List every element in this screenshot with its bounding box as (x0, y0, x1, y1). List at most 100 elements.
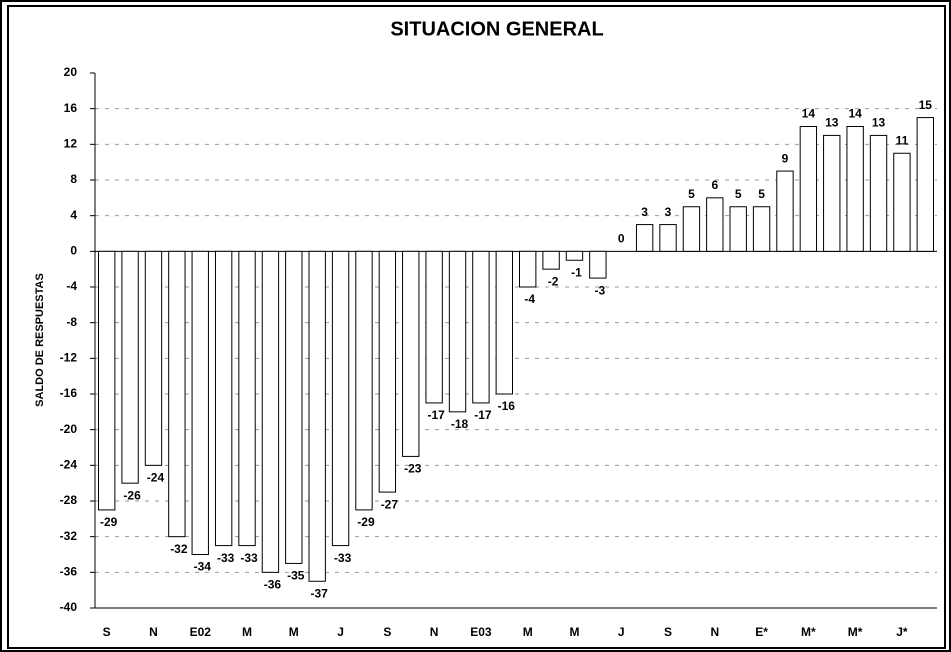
bar (519, 250, 537, 288)
data-label: -33 (334, 551, 352, 565)
y-tick-label: 8 (70, 172, 77, 186)
x-tick-label: N (149, 625, 158, 639)
data-label: 14 (848, 107, 862, 121)
bar (706, 197, 724, 252)
data-label: -17 (474, 408, 492, 422)
bar (425, 250, 443, 404)
bar (98, 250, 116, 511)
bar (542, 250, 560, 270)
bar (191, 250, 209, 555)
y-tick-label: -36 (60, 565, 78, 579)
data-label: -17 (427, 408, 445, 422)
bar (448, 250, 467, 413)
bar (682, 206, 701, 252)
x-tick-label: J (337, 625, 344, 639)
data-label: -29 (100, 515, 118, 529)
data-label: -34 (194, 560, 212, 574)
x-tick-label: J* (896, 625, 908, 639)
data-label: 6 (711, 178, 718, 192)
y-axis-label: SALDO DE RESPUESTAS (34, 273, 46, 407)
data-label: -1 (571, 265, 582, 279)
bar (308, 250, 326, 582)
y-tick-label: -4 (66, 279, 77, 293)
y-tick-label: -40 (60, 600, 78, 614)
y-tick-label: 4 (70, 208, 77, 222)
bar (893, 152, 911, 252)
bar (659, 224, 677, 252)
data-label: 13 (825, 116, 839, 130)
bar (799, 126, 818, 252)
data-label: -29 (357, 515, 375, 529)
y-tick-label: -8 (66, 315, 77, 329)
y-tick-label: 16 (64, 101, 78, 115)
x-tick-label: M* (801, 625, 816, 639)
x-tick-label: M (569, 625, 579, 639)
y-tick-label: -12 (60, 351, 78, 365)
bar (331, 250, 350, 547)
x-tick-label: S (383, 625, 391, 639)
bar (285, 250, 303, 564)
bar (472, 250, 490, 404)
data-label: 5 (688, 187, 695, 201)
data-label: -33 (217, 551, 235, 565)
bar (168, 250, 186, 538)
bar (355, 250, 373, 511)
bar (238, 250, 256, 547)
data-label: -4 (524, 292, 535, 306)
bar (729, 206, 747, 252)
chart-title: SITUACION GENERAL (390, 18, 603, 40)
data-label: 5 (735, 187, 742, 201)
data-label: -32 (170, 542, 188, 556)
data-label: 13 (872, 116, 886, 130)
bar (402, 250, 420, 457)
x-tick-label: E* (755, 625, 768, 639)
data-label: -23 (404, 462, 422, 476)
data-label: -3 (595, 283, 606, 297)
inner-frame (7, 5, 946, 649)
bar (846, 126, 864, 252)
bar (144, 250, 163, 466)
data-label: 15 (919, 98, 933, 112)
y-tick-label: -16 (60, 386, 78, 400)
data-label: 9 (782, 151, 789, 165)
bar (589, 250, 607, 279)
x-tick-label: N (430, 625, 439, 639)
y-tick-label: -32 (60, 529, 78, 543)
bar (214, 250, 233, 547)
y-tick-label: 20 (64, 65, 78, 79)
data-label: -18 (451, 417, 469, 431)
bar (121, 250, 139, 484)
bar (869, 134, 888, 252)
bar (823, 134, 841, 252)
bar (565, 250, 584, 261)
data-label: -33 (240, 551, 258, 565)
bar (752, 206, 771, 252)
bar (378, 250, 397, 493)
data-label: -35 (287, 569, 305, 583)
bar (776, 170, 794, 252)
data-label: -24 (147, 471, 165, 485)
y-tick-label: 12 (64, 137, 78, 151)
x-tick-label: M* (848, 625, 863, 639)
data-label: -36 (264, 578, 282, 592)
data-label: 3 (665, 205, 672, 219)
x-tick-label: J (618, 625, 625, 639)
bar (261, 250, 280, 573)
data-label: 5 (758, 187, 765, 201)
x-tick-label: M (242, 625, 252, 639)
data-label: 0 (618, 232, 625, 246)
y-tick-label: -28 (60, 493, 78, 507)
x-tick-label: E03 (470, 625, 492, 639)
y-tick-label: -24 (60, 458, 78, 472)
bar (635, 224, 654, 252)
bar (495, 250, 513, 395)
data-label: 14 (802, 107, 816, 121)
x-tick-label: N (710, 625, 719, 639)
data-label: -37 (311, 586, 329, 600)
x-tick-label: S (664, 625, 672, 639)
y-tick-label: -20 (60, 422, 78, 436)
bar (916, 117, 934, 252)
data-label: -16 (498, 399, 516, 413)
